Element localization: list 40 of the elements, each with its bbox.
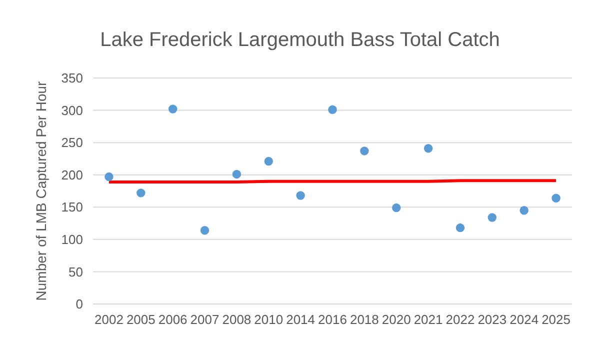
x-tick-label: 2016 — [318, 312, 347, 327]
x-tick-label: 2025 — [542, 312, 570, 327]
x-tick-label: 2024 — [510, 312, 539, 327]
point — [456, 223, 465, 232]
point — [424, 144, 433, 153]
y-tick-label: 0 — [76, 296, 83, 312]
point — [200, 226, 210, 235]
point — [168, 104, 178, 114]
y-axis-title: Number of LMB Captured Per Hour — [33, 80, 49, 301]
y-tick-label: 100 — [61, 232, 83, 247]
point — [360, 146, 369, 156]
x-tick-label: 2014 — [286, 312, 316, 327]
x-tick-label: 2018 — [350, 312, 379, 327]
x-tick-label: 2021 — [414, 312, 443, 327]
point — [488, 213, 497, 222]
x-tick-label: 2005 — [126, 312, 156, 327]
y-tick-label: 50 — [68, 264, 83, 280]
x-tick-label: 2023 — [478, 312, 507, 327]
x-tick-label: 2020 — [382, 312, 411, 327]
point — [520, 206, 528, 215]
point — [392, 203, 401, 212]
point — [552, 194, 560, 202]
y-tick-label: 250 — [61, 135, 83, 150]
point — [296, 191, 305, 200]
point — [232, 170, 242, 179]
x-tick-label: 2002 — [94, 312, 124, 327]
y-tick-label: 150 — [61, 200, 83, 215]
x-tick-label: 2006 — [158, 312, 188, 327]
point — [136, 188, 146, 198]
point — [264, 156, 274, 166]
x-tick-label: 2008 — [222, 312, 252, 327]
y-tick-label: 350 — [61, 70, 83, 86]
x-tick-label: 2010 — [254, 312, 284, 327]
y-tick-label: 300 — [61, 102, 83, 118]
chart-title: Lake Frederick Largemouth Bass Total Catch — [100, 29, 500, 51]
x-tick-label: 2007 — [190, 312, 220, 327]
point — [328, 105, 337, 114]
y-tick-label: 200 — [61, 167, 83, 182]
x-tick-label: 2022 — [446, 312, 475, 327]
point — [104, 172, 114, 182]
